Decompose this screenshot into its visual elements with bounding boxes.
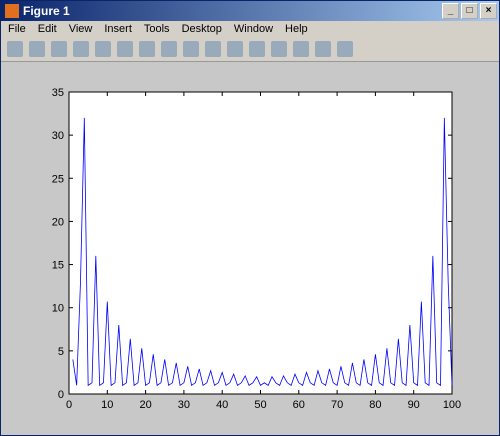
chart: 0 10 20 30 40 50 60 70 80 90 100 0 5 10 15 20 25 30 35 (52, 87, 461, 411)
menu-item[interactable]: Help (285, 23, 308, 35)
y-tick-label: 15 (52, 260, 64, 272)
x-tick-label: 30 (178, 399, 190, 411)
tool[interactable] (315, 41, 331, 57)
tool[interactable] (51, 41, 67, 57)
menu-item[interactable]: Edit (37, 23, 57, 35)
y-tick-label: 20 (52, 216, 64, 228)
menu-item[interactable]: View (68, 23, 93, 35)
y-tick-label: 5 (58, 346, 64, 358)
menu-item[interactable]: File (8, 23, 26, 35)
x-tick-label: 0 (66, 399, 72, 411)
toolbar (1, 37, 499, 62)
menu-item[interactable]: Tools (143, 23, 170, 35)
maximize[interactable]: □ (461, 3, 478, 19)
tool[interactable] (29, 41, 45, 57)
tool[interactable] (293, 41, 309, 57)
x-tick-label: 70 (331, 399, 343, 411)
x-tick-label: 10 (101, 399, 113, 411)
x-tick-label: 60 (293, 399, 305, 411)
tool[interactable] (95, 41, 111, 57)
tool[interactable] (139, 41, 155, 57)
close[interactable]: × (480, 3, 497, 19)
y-tick-label: 10 (52, 303, 64, 315)
window-title: Figure 1 (23, 4, 70, 18)
y-tick-label: 25 (52, 173, 64, 185)
x-tick-label: 40 (216, 399, 228, 411)
tool[interactable] (271, 41, 287, 57)
tool[interactable] (117, 41, 133, 57)
x-tick-label: 20 (139, 399, 151, 411)
minimize[interactable]: _ (442, 3, 459, 19)
tool[interactable] (227, 41, 243, 57)
menu-item[interactable]: Window (233, 23, 274, 35)
data-line (72, 117, 453, 387)
tool[interactable] (7, 41, 23, 57)
title-bar: Figure 1 _ □ × (1, 1, 499, 21)
menu-bar: File Edit View Insert Tools Desktop Window Help (1, 21, 499, 37)
tool[interactable] (183, 41, 199, 57)
x-tick-label: 80 (369, 399, 381, 411)
axes-box (68, 91, 453, 395)
x-tick-label: 90 (408, 399, 420, 411)
menu-item[interactable]: Insert (104, 23, 132, 35)
tool[interactable] (161, 41, 177, 57)
menu-item[interactable]: Desktop (181, 23, 222, 35)
tool[interactable] (205, 41, 221, 57)
x-tick-label: 100 (443, 399, 461, 411)
y-tick-label: 0 (58, 389, 64, 401)
tool[interactable] (249, 41, 265, 57)
y-tick-label: 35 (52, 87, 64, 99)
tool[interactable] (73, 41, 89, 57)
tool[interactable] (337, 41, 353, 57)
x-tick-label: 50 (254, 399, 266, 411)
y-tick-label: 30 (52, 130, 64, 142)
